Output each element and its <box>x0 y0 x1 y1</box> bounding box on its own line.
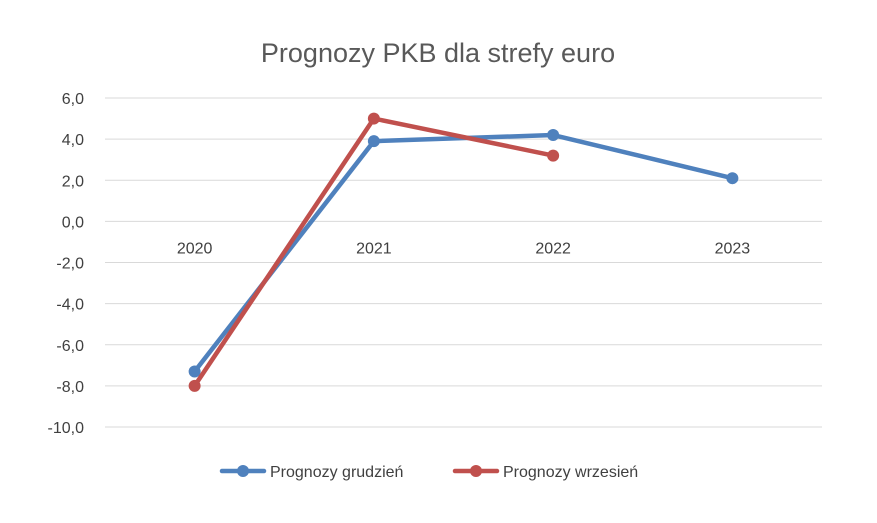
legend-marker <box>470 465 482 477</box>
chart-title: Prognozy PKB dla strefy euro <box>261 38 615 68</box>
x-tick-label: 2021 <box>356 240 392 257</box>
grid-lines <box>105 97 822 428</box>
data-point <box>188 379 201 392</box>
series-1 <box>188 129 739 378</box>
y-tick-label: 0,0 <box>62 214 84 231</box>
data-point <box>367 135 380 148</box>
legend-item: Prognozy grudzień <box>219 464 403 481</box>
y-tick-label: -10,0 <box>48 420 85 437</box>
y-tick-label: 2,0 <box>62 173 84 190</box>
legend-label: Prognozy grudzień <box>270 464 403 481</box>
data-point <box>367 112 380 125</box>
legend: Prognozy grudzień Prognozy wrzesień <box>219 464 638 481</box>
data-point <box>547 149 560 162</box>
y-tick-label: -2,0 <box>56 256 84 273</box>
legend-label: Prognozy wrzesień <box>503 464 638 481</box>
legend-item: Prognozy wrzesień <box>452 464 638 481</box>
x-axis-ticks: 2020 2021 2022 2023 <box>177 240 750 257</box>
series-2 <box>188 112 560 392</box>
data-point <box>726 172 739 185</box>
y-axis-ticks: 6,0 4,0 2,0 0,0 -2,0 -4,0 -6,0 -8,0 -10,0 <box>48 91 85 437</box>
series-line <box>192 132 735 374</box>
y-tick-label: -8,0 <box>56 379 84 396</box>
x-tick-label: 2022 <box>535 240 571 257</box>
x-tick-label: 2023 <box>715 240 751 257</box>
legend-marker <box>237 465 249 477</box>
x-tick-label: 2020 <box>177 240 213 257</box>
y-tick-label: -4,0 <box>56 297 84 314</box>
y-tick-label: 6,0 <box>62 91 84 108</box>
data-point <box>547 129 560 142</box>
series-layer <box>188 112 739 392</box>
y-tick-label: -6,0 <box>56 338 84 355</box>
y-tick-label: 4,0 <box>62 132 84 149</box>
data-point <box>188 365 201 378</box>
